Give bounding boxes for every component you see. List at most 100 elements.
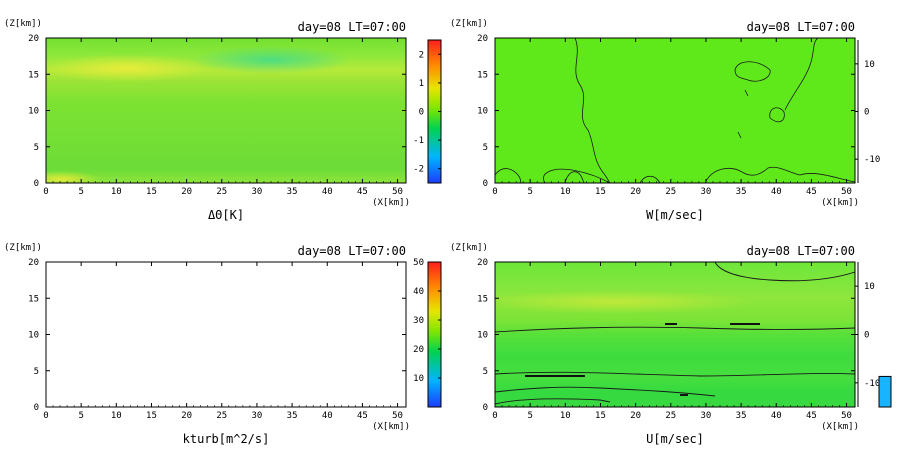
x-tick-label: 10 (560, 411, 571, 421)
colorbar-tick-label: 0 (864, 108, 869, 118)
panel-title: day=08 LT=07:00 (298, 244, 406, 258)
y-tick-label: 0 (34, 403, 39, 413)
x-tick-label: 10 (560, 187, 571, 197)
x-tick-label: 10 (111, 411, 122, 421)
x-tick-label: 45 (357, 411, 368, 421)
x-tick-label: 50 (392, 411, 403, 421)
y-tick-label: 0 (483, 403, 488, 413)
y-tick-label: 20 (477, 34, 488, 44)
colorbar-tick-label: 10 (413, 374, 424, 384)
x-tick-label: 35 (287, 411, 298, 421)
x-tick-label: 15 (595, 187, 606, 197)
x-tick-label: 45 (357, 187, 368, 197)
field-shading (46, 262, 406, 407)
x-tick-label: 0 (43, 187, 48, 197)
x-tick-label: 15 (146, 187, 157, 197)
colorbar-tick-label: 1 (419, 79, 424, 89)
x-tick-label: 30 (701, 187, 712, 197)
x-tick-label: 5 (78, 411, 83, 421)
x-tick-label: 20 (181, 411, 192, 421)
colorbar-tick-label: 0 (864, 331, 869, 341)
x-tick-label: 25 (216, 187, 227, 197)
y-tick-label: 5 (483, 143, 488, 153)
panel-2: 0 5 10 15 20 25 30 35 40 45 50 0 5 10 15 20 (Z[km]) (X[km… (450, 19, 880, 222)
field-shading (46, 38, 406, 183)
x-tick-label: 25 (665, 187, 676, 197)
variable-label: U[m/sec] (646, 432, 704, 446)
panel-3: 0 5 10 15 20 25 30 35 40 45 50 0 5 10 15 20 (Z[km]) (X[km… (4, 243, 442, 446)
x-tick-label: 40 (771, 411, 782, 421)
colorbar-tick-label: 20 (413, 345, 424, 355)
x-tick-label: 50 (841, 411, 852, 421)
colorbar-tick-label: 30 (413, 316, 424, 326)
colorbar-tick-label: 50 (413, 258, 424, 268)
y-unit-label: (Z[km]) (450, 19, 488, 29)
field-shading (495, 38, 855, 183)
x-tick-label: 40 (322, 411, 333, 421)
colorbar-stub (878, 375, 892, 408)
variable-label: kturb[m^2/s] (183, 432, 270, 446)
x-tick-label: 5 (527, 411, 532, 421)
x-unit-label: (X[km]) (821, 422, 859, 432)
x-tick-label: 35 (287, 187, 298, 197)
y-unit-label: (Z[km]) (4, 243, 42, 253)
colorbar-tick-label: 10 (864, 60, 875, 70)
panel-title: day=08 LT=07:00 (747, 20, 855, 34)
x-tick-label: 15 (595, 411, 606, 421)
y-tick-label: 15 (28, 294, 39, 304)
y-unit-label: (Z[km]) (450, 243, 488, 253)
x-tick-label: 0 (492, 411, 497, 421)
x-tick-label: 20 (181, 187, 192, 197)
x-tick-label: 35 (736, 187, 747, 197)
x-tick-label: 0 (43, 411, 48, 421)
x-tick-label: 0 (492, 187, 497, 197)
x-unit-label: (X[km]) (372, 422, 410, 432)
variable-label: ΔΘ[K] (208, 208, 244, 222)
x-unit-label: (X[km]) (821, 198, 859, 208)
colorbar-tick-label: 40 (413, 287, 424, 297)
y-tick-label: 15 (477, 294, 488, 304)
x-tick-label: 40 (771, 187, 782, 197)
y-tick-label: 0 (34, 179, 39, 189)
y-tick-label: 15 (28, 70, 39, 80)
x-tick-label: 30 (701, 411, 712, 421)
x-tick-label: 30 (252, 187, 263, 197)
panel-4: 0 5 10 15 20 25 30 35 40 45 50 0 5 10 15 20 (Z[km]) (X[km… (450, 243, 892, 446)
colorbar-tick-label: -10 (864, 155, 880, 165)
variable-label: W[m/sec] (646, 208, 704, 222)
x-tick-label: 15 (146, 411, 157, 421)
y-unit-label: (Z[km]) (4, 19, 42, 29)
colorbar-tick-label: 10 (864, 282, 875, 292)
x-tick-label: 30 (252, 411, 263, 421)
x-tick-label: 5 (527, 187, 532, 197)
panel-title: day=08 LT=07:00 (298, 20, 406, 34)
colorbar-tick-label: 0 (419, 108, 424, 118)
panel-1: 0 5 10 15 20 25 30 35 40 45 5005101520(Z[km])(X[km… (4, 19, 442, 222)
x-tick-label: 40 (322, 187, 333, 197)
panel-title: day=08 LT=07:00 (747, 244, 855, 258)
y-tick-label: 0 (483, 179, 488, 189)
x-tick-label: 25 (665, 411, 676, 421)
y-tick-label: 10 (477, 331, 488, 341)
y-tick-label: 20 (477, 258, 488, 268)
x-tick-label: 5 (78, 187, 83, 197)
y-tick-label: 10 (477, 107, 488, 117)
x-tick-label: 45 (806, 187, 817, 197)
x-unit-label: (X[km]) (372, 198, 410, 208)
x-tick-label: 35 (736, 411, 747, 421)
x-tick-label: 50 (841, 187, 852, 197)
colorbar-tick-label: -1 (413, 136, 424, 146)
y-tick-label: 20 (28, 258, 39, 268)
colorbar-tick-label: -2 (413, 165, 424, 175)
y-tick-label: 10 (28, 107, 39, 117)
x-tick-label: 45 (806, 411, 817, 421)
y-tick-label: 10 (28, 331, 39, 341)
y-tick-label: 20 (28, 34, 39, 44)
y-tick-label: 5 (34, 143, 39, 153)
colorbar-tick-label: -10 (864, 379, 880, 389)
y-tick-label: 5 (483, 367, 488, 377)
x-tick-label: 10 (111, 187, 122, 197)
x-tick-label: 50 (392, 187, 403, 197)
